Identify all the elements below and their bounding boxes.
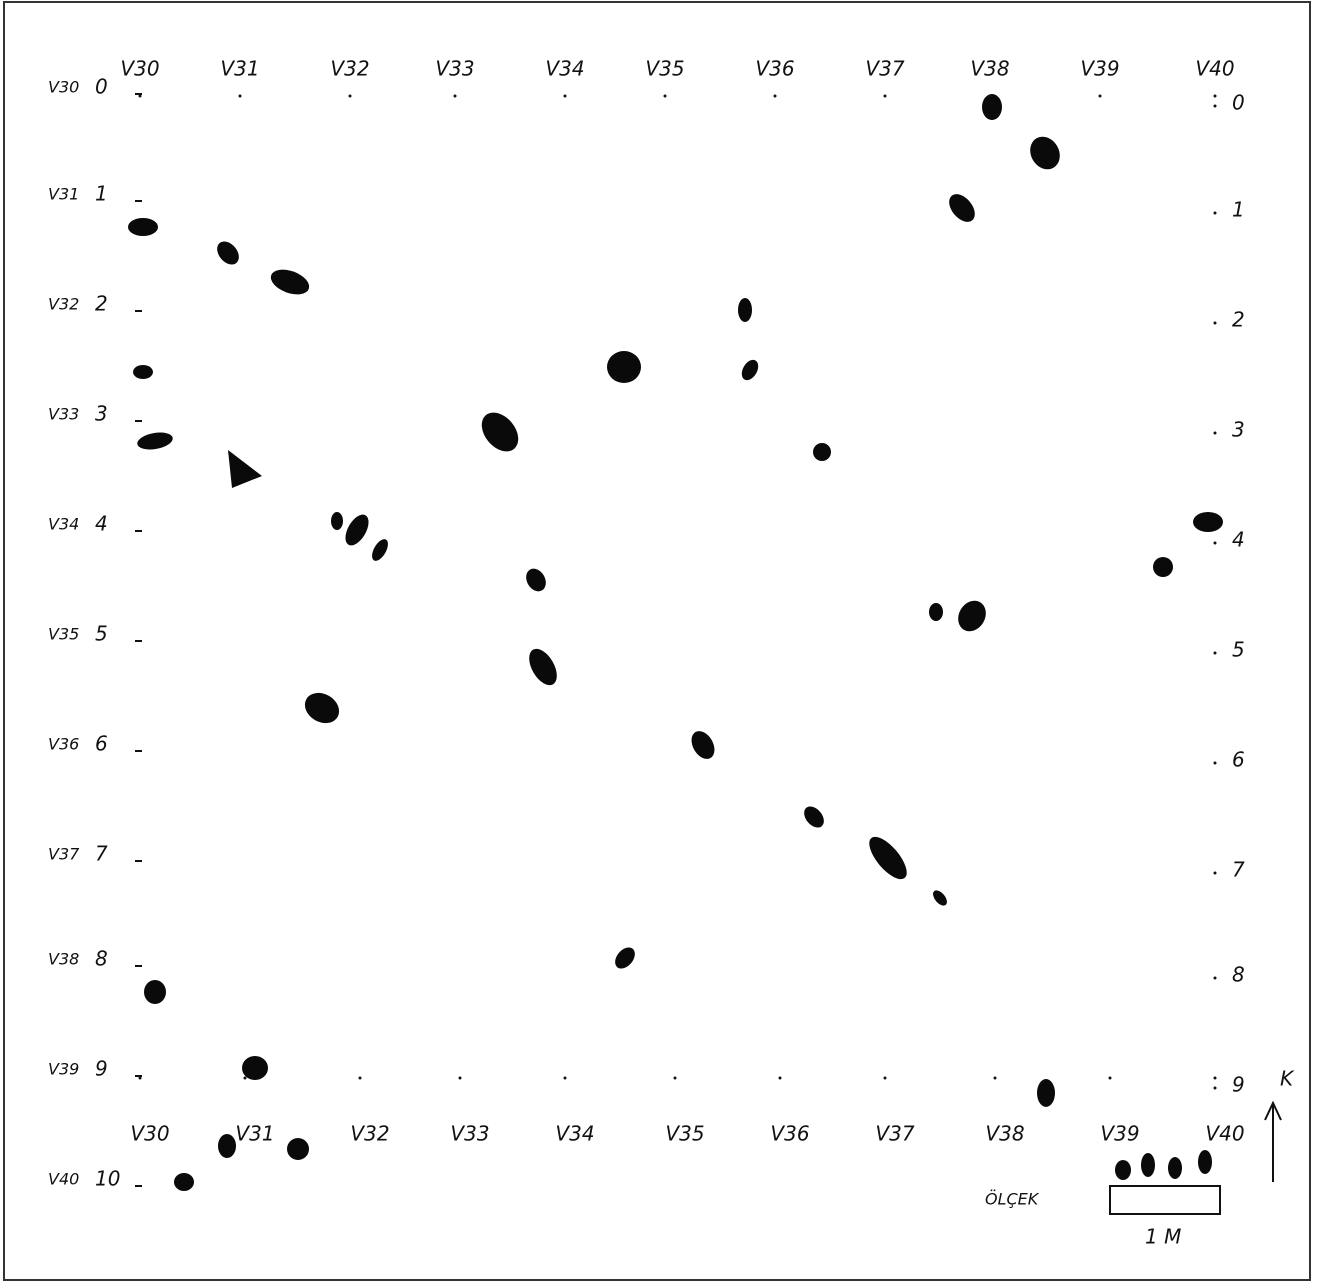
grid-point bbox=[663, 94, 667, 98]
grid-point bbox=[243, 1076, 247, 1080]
row-number: 6 bbox=[95, 732, 108, 756]
grid-point bbox=[883, 1076, 887, 1080]
grid-point bbox=[1213, 94, 1217, 98]
row-number: 1 bbox=[95, 182, 108, 206]
row-number: 8 bbox=[95, 947, 108, 971]
grid-point bbox=[458, 1076, 462, 1080]
grid-point bbox=[673, 1076, 677, 1080]
grid-point bbox=[563, 1076, 567, 1080]
row-number: 5 bbox=[95, 622, 108, 646]
grid-point bbox=[1213, 104, 1217, 108]
grid-point bbox=[1213, 431, 1217, 435]
column-label: V30 bbox=[120, 57, 159, 81]
column-label-bottom: V35 bbox=[665, 1122, 704, 1146]
column-label-bottom: V38 bbox=[985, 1122, 1024, 1146]
row-number: 0 bbox=[95, 75, 108, 99]
right-row-number: 5 bbox=[1232, 638, 1245, 662]
column-label: V33 bbox=[435, 57, 474, 81]
grid-point bbox=[238, 94, 242, 98]
row-number: 2 bbox=[95, 292, 108, 316]
column-label-bottom: V36 bbox=[770, 1122, 809, 1146]
grid-point bbox=[1213, 1076, 1217, 1080]
right-row-number: 3 bbox=[1232, 418, 1245, 442]
row-code: V34 bbox=[48, 515, 79, 534]
grid-point bbox=[773, 94, 777, 98]
grid-point bbox=[1098, 94, 1102, 98]
finds bbox=[128, 94, 1223, 1191]
row-code: V35 bbox=[48, 625, 79, 644]
right-row-number: 0 bbox=[1232, 91, 1245, 115]
column-label: V40 bbox=[1195, 57, 1234, 81]
row-number: 10 bbox=[95, 1167, 120, 1191]
grid-point bbox=[1213, 211, 1217, 215]
column-label-bottom: V40 bbox=[1205, 1122, 1244, 1146]
right-row-number: 9 bbox=[1232, 1073, 1245, 1097]
right-row-number: 8 bbox=[1232, 963, 1245, 987]
row-code: V39 bbox=[48, 1060, 79, 1079]
column-label: V38 bbox=[970, 57, 1009, 81]
grid-point bbox=[348, 94, 352, 98]
row-code: V38 bbox=[48, 950, 79, 969]
grid-point bbox=[1213, 976, 1217, 980]
column-label: V37 bbox=[865, 57, 904, 81]
column-label-bottom: V37 bbox=[875, 1122, 914, 1146]
scale-bar bbox=[1109, 1185, 1221, 1215]
column-label: V34 bbox=[545, 57, 584, 81]
row-number: 7 bbox=[95, 842, 108, 866]
row-code: V30 bbox=[48, 78, 79, 97]
column-label: V35 bbox=[645, 57, 684, 81]
grid-point bbox=[1213, 541, 1217, 545]
column-label: V36 bbox=[755, 57, 794, 81]
column-label: V39 bbox=[1080, 57, 1119, 81]
grid-point bbox=[993, 1076, 997, 1080]
row-code: V32 bbox=[48, 295, 79, 314]
column-label-bottom: V31 bbox=[235, 1122, 274, 1146]
scale-label: ÖLÇEK bbox=[985, 1190, 1040, 1209]
grid-point bbox=[883, 94, 887, 98]
right-row-number: 4 bbox=[1232, 528, 1245, 552]
column-label-bottom: V30 bbox=[130, 1122, 169, 1146]
column-label: V32 bbox=[330, 57, 369, 81]
right-row-number: 2 bbox=[1232, 308, 1245, 332]
grid-point bbox=[1213, 321, 1217, 325]
grid-point bbox=[453, 94, 457, 98]
grid-point bbox=[1213, 871, 1217, 875]
row-code: V37 bbox=[48, 845, 80, 864]
column-label-bottom: V33 bbox=[450, 1122, 489, 1146]
column-label-bottom: V32 bbox=[350, 1122, 389, 1146]
scale-value: 1 M bbox=[1145, 1225, 1181, 1249]
grid-point bbox=[563, 94, 567, 98]
grid-point bbox=[138, 1076, 142, 1080]
row-number: 4 bbox=[95, 512, 108, 536]
grid-point bbox=[138, 94, 142, 98]
row-code: V31 bbox=[48, 185, 79, 204]
row-code: V36 bbox=[48, 735, 79, 754]
grid-point bbox=[1213, 761, 1217, 765]
grid-point bbox=[1108, 1076, 1112, 1080]
grid-point bbox=[778, 1076, 782, 1080]
grid-point bbox=[1213, 651, 1217, 655]
row-code: V33 bbox=[48, 405, 79, 424]
north-arrow-head bbox=[1264, 1100, 1282, 1121]
frame bbox=[3, 1, 1311, 1281]
row-number: 3 bbox=[95, 402, 108, 426]
column-label-bottom: V34 bbox=[555, 1122, 594, 1146]
row-code: V40 bbox=[48, 1170, 79, 1189]
grid-point bbox=[988, 94, 992, 98]
north-label: K bbox=[1280, 1067, 1295, 1091]
row-number: 9 bbox=[95, 1057, 108, 1081]
column-label: V31 bbox=[220, 57, 259, 81]
column-label-bottom: V39 bbox=[1100, 1122, 1139, 1146]
right-row-number: 6 bbox=[1232, 748, 1245, 772]
grid-point bbox=[358, 1076, 362, 1080]
right-row-number: 7 bbox=[1232, 858, 1245, 882]
grid-point bbox=[1213, 1086, 1217, 1090]
right-row-number: 1 bbox=[1232, 198, 1245, 222]
